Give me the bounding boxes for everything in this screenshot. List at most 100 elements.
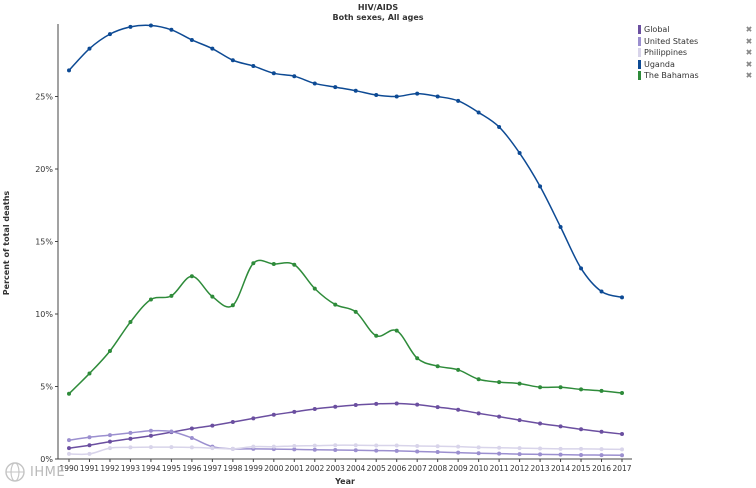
y-tick-label: 10% [35,310,53,319]
data-point-uganda [435,94,440,99]
remove-series-icon[interactable]: ✖ [745,36,753,46]
data-point-uganda [558,225,563,229]
data-point-global [538,421,543,426]
data-point-global [128,436,133,441]
data-point-the-bahamas [251,261,256,266]
data-point-philippines [497,445,502,450]
data-point-uganda [599,289,604,294]
x-tick-label: 2013 [531,464,550,473]
data-point-philippines [435,444,440,449]
remove-series-icon[interactable]: ✖ [745,59,753,69]
data-point-philippines [353,443,358,448]
data-point-united-states [476,451,481,456]
data-point-philippines [538,446,543,451]
legend-swatch [638,48,641,58]
legend-label: Philippines [644,48,688,58]
data-point-uganda [517,151,522,156]
remove-series-icon[interactable]: ✖ [745,71,753,81]
data-point-united-states [189,435,194,440]
data-point-global [333,404,338,409]
data-point-the-bahamas [579,387,584,392]
data-point-philippines [107,446,112,451]
legend-label: Global [644,25,670,35]
legend-swatch [638,59,641,69]
data-point-philippines [128,445,133,450]
data-point-global [312,406,317,411]
data-point-uganda [148,23,153,28]
y-tick-label: 15% [35,238,53,247]
data-point-philippines [148,445,153,450]
data-point-philippines [271,444,276,449]
data-point-uganda [333,85,338,90]
data-point-the-bahamas [476,377,481,382]
data-point-global [620,432,624,437]
data-point-philippines [87,451,92,456]
data-point-global [476,411,481,416]
legend-item-global[interactable]: Global ✖ [638,24,754,36]
x-tick-label: 2012 [510,464,529,473]
data-point-the-bahamas [558,385,563,390]
data-point-global [87,443,92,448]
legend-swatch [638,36,641,46]
data-point-philippines [394,443,399,448]
data-point-united-states [558,452,563,457]
x-tick-label: 1991 [80,464,99,473]
data-point-philippines [67,451,71,456]
legend-item-uganda[interactable]: Uganda ✖ [638,59,754,71]
data-point-global [517,418,522,423]
data-point-uganda [128,24,133,29]
x-tick-label: 2016 [592,464,611,473]
legend-label: The Bahamas [644,71,699,81]
data-point-philippines [292,443,297,448]
data-point-uganda [292,74,297,79]
legend-item-philippines[interactable]: Philippines ✖ [638,47,754,59]
data-point-united-states [456,450,461,455]
data-point-the-bahamas [169,293,174,298]
x-tick-label: 1994 [141,464,160,473]
remove-series-icon[interactable]: ✖ [745,25,753,35]
data-point-uganda [456,98,461,103]
data-point-uganda [67,68,71,73]
data-point-united-states [579,452,584,457]
data-point-global [271,412,276,417]
legend: Global ✖ United States ✖ Philippines ✖ U… [638,24,754,82]
legend-item-the-bahamas[interactable]: The Bahamas ✖ [638,70,754,82]
series-line-the-bahamas [68,259,623,395]
data-point-united-states [394,448,399,453]
data-point-uganda [210,46,215,51]
data-point-philippines [558,446,563,451]
x-tick-label: 2010 [469,464,488,473]
data-point-global [579,427,584,432]
x-tick-label: 1990 [59,464,78,473]
data-point-united-states [148,428,153,433]
data-point-philippines [312,443,317,448]
x-axis-label: Year [334,477,355,486]
legend-item-united-states[interactable]: United States ✖ [638,36,754,48]
data-point-uganda [107,32,112,37]
remove-series-icon[interactable]: ✖ [745,48,753,58]
x-tick-label: 1997 [203,464,222,473]
data-point-uganda [374,93,379,98]
y-tick-label: 5% [40,383,53,392]
data-point-uganda [312,81,317,86]
ihme-globe-icon [5,462,25,482]
data-point-uganda [538,184,543,189]
data-point-global [148,433,153,438]
data-point-philippines [599,447,604,452]
data-point-philippines [210,446,215,451]
data-point-uganda [353,88,358,93]
data-point-united-states [374,448,379,453]
data-point-the-bahamas [394,328,399,333]
x-tick-label: 2011 [490,464,509,473]
data-point-global [67,446,71,451]
x-tick-label: 1992 [100,464,119,473]
legend-label: Uganda [644,59,675,69]
data-point-global [599,429,604,434]
data-point-philippines [579,446,584,451]
data-point-united-states [620,453,624,458]
data-point-global [374,401,379,406]
data-point-global [456,407,461,412]
data-point-global [292,409,297,414]
data-point-uganda [169,27,174,32]
data-point-philippines [415,443,420,448]
